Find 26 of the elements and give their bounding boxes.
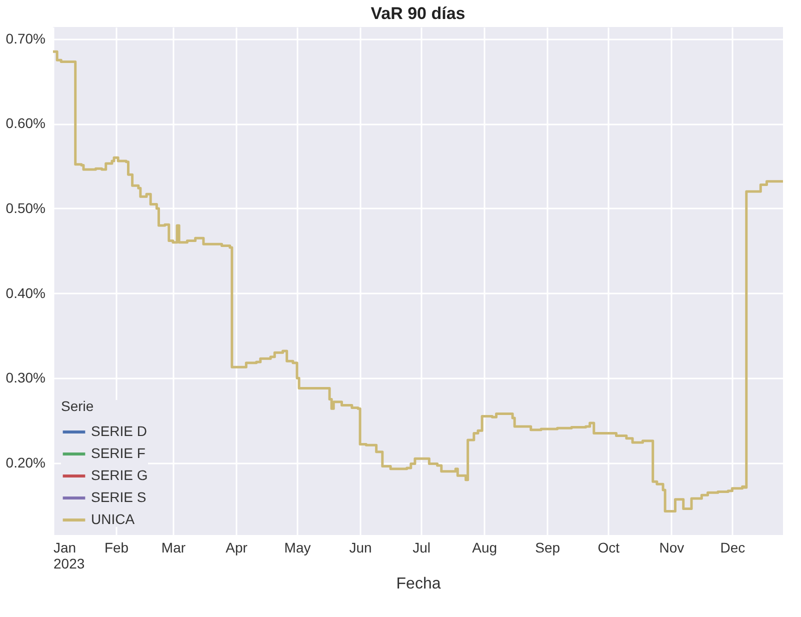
chart-title: VaR 90 días [370,4,466,23]
x-tick-label: Sep [535,540,560,556]
x-tick-label: Apr [226,540,248,556]
x-tick-label: Jan 2023 [54,540,85,572]
x-tick-label: Oct [598,540,620,556]
x-axis-title: Fecha [396,576,441,592]
x-tick-label: May [284,540,311,556]
legend-label: SERIE F [91,445,146,461]
x-tick-label: Dec [720,540,746,556]
x-tick-label: Nov [659,540,684,556]
y-tick-label: 0.70% [6,30,46,46]
x-tick-label: Jun [349,540,372,556]
legend-label: SERIE S [91,489,146,505]
legend-title: Serie [61,398,94,414]
x-tick-label: Aug [472,540,498,556]
legend-label: UNICA [91,511,136,527]
x-tick-label: Jul [412,540,431,556]
y-tick-label: 0.60% [6,115,46,132]
y-tick-label: 0.20% [6,454,46,470]
y-tick-label: 0.30% [6,370,46,386]
y-tick-label: 0.50% [6,200,46,216]
legend-label: SERIE D [91,423,148,439]
x-tick-label: Mar [161,540,186,556]
x-tick-label: Feb [104,540,129,556]
legend-label: SERIE G [91,467,148,483]
y-tick-label: 0.40% [6,284,46,301]
